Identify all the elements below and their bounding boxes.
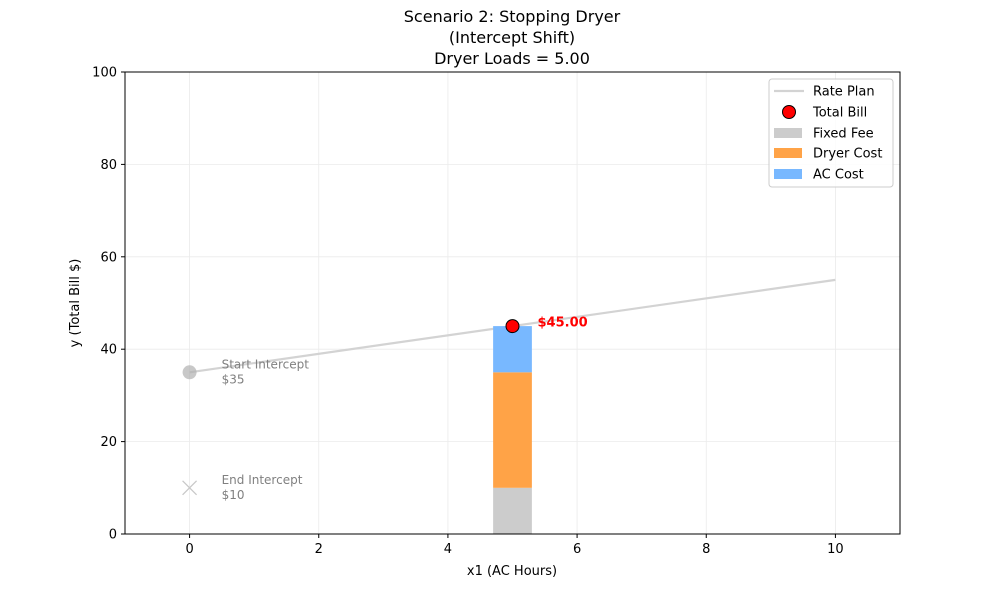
x-tick-label-4: 8 bbox=[702, 542, 710, 557]
start-intercept-value: $35 bbox=[222, 372, 245, 386]
y-axis-ticks: 0 20 40 60 80 100 bbox=[92, 66, 125, 543]
x-tick-label-1: 2 bbox=[315, 542, 323, 557]
end-intercept-value: $10 bbox=[222, 488, 245, 502]
legend-label-fixed-fee: Fixed Fee bbox=[813, 127, 874, 142]
chart-title-line-2: (Intercept Shift) bbox=[449, 28, 575, 47]
y-tick-label-5: 100 bbox=[92, 66, 117, 81]
bar-segment-ac-cost bbox=[493, 326, 532, 373]
total-bill-point bbox=[505, 319, 520, 334]
y-tick-label-2: 40 bbox=[100, 343, 117, 358]
bar-segment-fixed-fee bbox=[493, 487, 532, 534]
chart-title-line-3: Dryer Loads = 5.00 bbox=[434, 49, 590, 68]
axes-frame bbox=[124, 71, 901, 535]
start-intercept-label: Start Intercept bbox=[222, 357, 310, 371]
y-tick-label-3: 60 bbox=[100, 250, 117, 265]
legend-label-ac-cost: AC Cost bbox=[813, 168, 864, 183]
bar-segment-dryer-cost bbox=[493, 372, 532, 488]
end-intercept-marker-stroke-2 bbox=[182, 480, 198, 496]
x-axis-label: x1 (AC Hours) bbox=[467, 564, 557, 579]
legend-swatch-fixed-fee bbox=[774, 128, 802, 138]
legend-label-rate-plan: Rate Plan bbox=[813, 85, 875, 100]
x-tick-label-0: 0 bbox=[185, 542, 193, 557]
x-tick-label-5: 10 bbox=[827, 542, 844, 557]
legend-swatch-ac-cost bbox=[774, 169, 802, 179]
legend: Rate Plan Total Bill Fixed Fee Dryer Cos… bbox=[768, 78, 894, 188]
y-axis-label: y (Total Bill $) bbox=[68, 259, 83, 348]
end-intercept-marker bbox=[182, 480, 198, 496]
x-axis-ticks: 0 2 4 6 8 10 bbox=[185, 534, 844, 557]
y-tick-label-0: 0 bbox=[109, 528, 117, 543]
legend-box bbox=[768, 78, 894, 188]
legend-swatch-total-bill bbox=[782, 105, 796, 119]
x-tick-label-3: 6 bbox=[573, 542, 581, 557]
legend-label-total-bill: Total Bill bbox=[812, 106, 867, 121]
end-intercept-label: End Intercept bbox=[222, 473, 303, 487]
x-tick-label-2: 4 bbox=[444, 542, 452, 557]
legend-label-dryer-cost: Dryer Cost bbox=[813, 147, 882, 162]
total-bill-value-label: $45.00 bbox=[538, 316, 588, 331]
start-intercept-point bbox=[182, 365, 197, 380]
legend-swatch-dryer-cost bbox=[774, 148, 802, 158]
chart-title-line-1: Scenario 2: Stopping Dryer bbox=[404, 7, 621, 26]
y-tick-label-4: 80 bbox=[100, 158, 117, 173]
plot-area: $45.00 Start Intercept $35 End Intercept… bbox=[182, 278, 836, 534]
y-tick-label-1: 20 bbox=[100, 435, 117, 450]
